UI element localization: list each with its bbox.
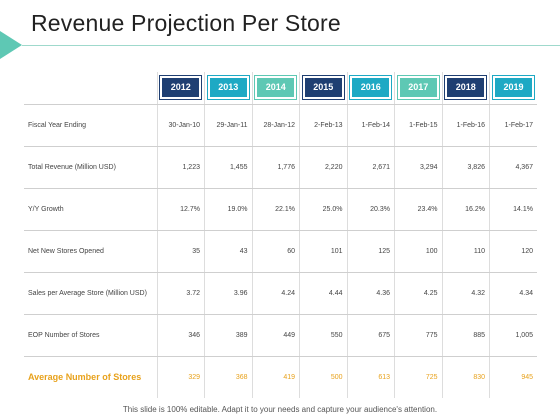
year-badge: 2013 — [206, 75, 250, 101]
row-label: EOP Number of Stores — [24, 314, 157, 357]
table-cell: 1,223 — [156, 146, 205, 189]
year-header-cell: 2018 — [441, 72, 490, 105]
table-cell: 101 — [299, 230, 347, 273]
table-cell: 4.24 — [251, 272, 300, 315]
footer-note: This slide is 100% editable. Adapt it to… — [122, 405, 438, 414]
table-cell: 23.4% — [394, 188, 442, 231]
table-row: Net New Stores Opened 35 43 60 101 125 100 110 1… — [24, 230, 537, 273]
table-cell: 14.1% — [489, 188, 537, 231]
table-cell: 329 — [156, 356, 205, 398]
table-cell: 4.44 — [299, 272, 347, 315]
page-title: Revenue Projection Per Store — [31, 10, 341, 36]
table-cell: 613 — [346, 356, 395, 398]
year-header-cell: 2012 — [156, 72, 205, 105]
table-cell: 775 — [394, 314, 442, 357]
table-cell: 449 — [251, 314, 300, 357]
year-badge: 2014 — [254, 75, 298, 101]
year-badge: 2015 — [301, 75, 345, 101]
year-header-row: 2012 2013 2014 2015 2016 2017 2018 2019 — [24, 72, 537, 105]
table-cell: 368 — [204, 356, 252, 398]
table-row: Total Revenue (Million USD) 1,223 1,455 1,7… — [24, 146, 537, 189]
table-row: Y/Y Growth 12.7% 19.0% 22.1% 25.0% 20.3% 23.4%… — [24, 188, 537, 231]
year-header-cell: 2019 — [489, 72, 537, 105]
header-blank-cell — [24, 72, 157, 105]
table-cell: 675 — [346, 314, 395, 357]
table-row: Fiscal Year Ending 30-Jan-10 29-Jan-11 28-J… — [24, 104, 537, 147]
row-label: Net New Stores Opened — [24, 230, 157, 273]
year-badge: 2019 — [492, 75, 535, 101]
table-cell: 4.32 — [441, 272, 490, 315]
table-cell: 29-Jan-11 — [204, 104, 252, 147]
table-cell: 1-Feb-15 — [394, 104, 442, 147]
row-label: Average Number of Stores — [28, 372, 142, 383]
table-cell: 1,455 — [204, 146, 252, 189]
table-cell: 25.0% — [299, 188, 347, 231]
table-row: EOP Number of Stores 346 389 449 550 675 775 88… — [24, 314, 537, 357]
table-cell: 35 — [156, 230, 205, 273]
table-cell: 4.34 — [489, 272, 537, 315]
table-cell: 4.36 — [346, 272, 395, 315]
row-label: Total Revenue (Million USD) — [24, 146, 157, 189]
table-cell: 100 — [394, 230, 442, 273]
table-cell: 20.3% — [346, 188, 395, 231]
table-cell: 3,294 — [394, 146, 442, 189]
title-divider — [22, 45, 560, 46]
table-cell: 945 — [489, 356, 537, 398]
revenue-projection-table: 2012 2013 2014 2015 2016 2017 2018 2019 Fiscal … — [24, 72, 537, 398]
year-badge: 2016 — [349, 75, 393, 101]
table-cell: 1,005 — [489, 314, 537, 357]
table-cell: 110 — [441, 230, 490, 273]
projection-table-container: 2012 2013 2014 2015 2016 2017 2018 2019 Fiscal … — [24, 72, 537, 398]
table-row: Average Number of Stores 329 368 419 500 613 7… — [24, 356, 537, 398]
table-cell: 550 — [299, 314, 347, 357]
table-cell: 16.2% — [441, 188, 490, 231]
table-cell: 346 — [156, 314, 205, 357]
table-cell: 3.96 — [204, 272, 252, 315]
table-cell: 419 — [251, 356, 300, 398]
table-cell: 3,826 — [441, 146, 490, 189]
table-cell: 12.7% — [156, 188, 205, 231]
table-cell: 43 — [204, 230, 252, 273]
year-header-cell: 2016 — [346, 72, 395, 105]
table-cell: 22.1% — [251, 188, 300, 231]
table-cell: 19.0% — [204, 188, 252, 231]
table-cell: 28-Jan-12 — [251, 104, 300, 147]
table-cell: 389 — [204, 314, 252, 357]
year-header-cell: 2013 — [204, 72, 252, 105]
row-label: Sales per Average Store (Million USD) — [24, 272, 157, 315]
table-cell: 125 — [346, 230, 395, 273]
year-badge: 2017 — [396, 75, 440, 101]
table-row: Sales per Average Store (Million USD) 3.7… — [24, 272, 537, 315]
table-cell: 725 — [394, 356, 442, 398]
table-cell: 500 — [299, 356, 347, 398]
table-cell: 120 — [489, 230, 537, 273]
table-cell: 60 — [251, 230, 300, 273]
year-header-cell: 2015 — [299, 72, 347, 105]
row-label: Y/Y Growth — [24, 188, 157, 231]
row-label: Fiscal Year Ending — [24, 104, 157, 147]
table-cell: 830 — [441, 356, 490, 398]
table-cell: 1-Feb-16 — [441, 104, 490, 147]
table-cell: 30-Jan-10 — [156, 104, 205, 147]
year-badge: 2018 — [444, 75, 488, 101]
table-cell: 2,671 — [346, 146, 395, 189]
table-cell: 4.25 — [394, 272, 442, 315]
table-body: Fiscal Year Ending 30-Jan-10 29-Jan-11 28-J… — [24, 104, 537, 398]
year-header-cell: 2014 — [251, 72, 300, 105]
table-cell: 1-Feb-14 — [346, 104, 395, 147]
accent-triangle — [0, 31, 22, 59]
table-cell: 4,367 — [489, 146, 537, 189]
year-header-cell: 2017 — [394, 72, 442, 105]
table-cell: 2,220 — [299, 146, 347, 189]
table-cell: 2-Feb-13 — [299, 104, 347, 147]
table-cell: 1-Feb-17 — [489, 104, 537, 147]
table-cell: 1,776 — [251, 146, 300, 189]
table-cell: 885 — [441, 314, 490, 357]
year-badge: 2012 — [159, 75, 203, 101]
table-cell: 3.72 — [156, 272, 205, 315]
